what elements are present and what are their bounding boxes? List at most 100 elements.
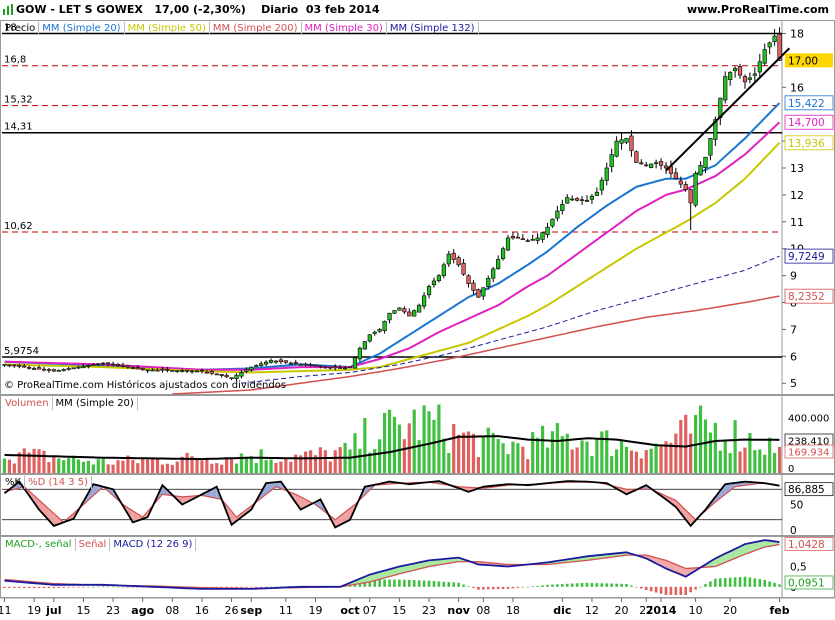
macd-histogram-bar [654, 586, 658, 593]
candle-body [742, 76, 748, 83]
volume-bar [427, 411, 431, 473]
candle-body [130, 367, 135, 369]
legend-entry[interactable]: MM (Simple 200) [210, 22, 302, 35]
candle [555, 205, 560, 222]
candle-body [772, 35, 777, 43]
candle-body [27, 367, 32, 369]
stoch-value-box [784, 482, 834, 497]
legend-entry[interactable]: %K [2, 476, 26, 489]
candle-body [239, 372, 244, 377]
last-value-tag: 13,936 [784, 135, 834, 151]
legend-entry[interactable]: MM (Simple 132) [387, 22, 479, 35]
macd-histogram-bar [773, 582, 776, 587]
volume-bar [254, 463, 258, 473]
volume-bar [71, 455, 76, 473]
candle [170, 370, 175, 372]
volume-bar [654, 443, 658, 473]
candle [515, 232, 520, 239]
candle-body [140, 367, 145, 371]
candle-body [135, 367, 140, 370]
volume-bar [442, 438, 446, 473]
candle-body [328, 366, 333, 369]
last-value-box [784, 135, 834, 151]
x-tick-label: 27 [639, 604, 653, 617]
legend-entry[interactable]: Volumen [2, 397, 53, 410]
macd-histogram-bar [27, 586, 31, 589]
x-tick-label: dic [553, 604, 571, 617]
candle [224, 373, 229, 378]
volume-bar [452, 423, 456, 473]
macd-histogram-bar [768, 581, 771, 587]
volume-bar [432, 419, 436, 473]
candle-body [510, 235, 516, 239]
level-label: 18 [4, 22, 17, 33]
legend-entry[interactable]: Señal [76, 538, 111, 551]
volume-bar [634, 451, 638, 473]
macd-histogram-bar [111, 586, 115, 588]
candle [777, 27, 782, 61]
macd-histogram-bar [422, 580, 426, 587]
volume-bar [91, 464, 95, 473]
candle [338, 364, 343, 369]
x-tick-label: 15 [392, 604, 406, 617]
candle-body [678, 180, 683, 185]
level-label: 10,62 [4, 221, 33, 232]
macd-fill [404, 564, 410, 573]
candle [673, 167, 678, 180]
macd-fill [651, 556, 657, 564]
site-link[interactable]: www.ProRealTime.com [686, 3, 829, 16]
macd-histogram-bar [383, 579, 386, 587]
candle [431, 277, 437, 288]
x-tick-label: oct [340, 604, 359, 617]
candle [180, 368, 185, 373]
macd-fill [759, 540, 765, 549]
macd-fill [680, 566, 686, 577]
candle [125, 365, 130, 369]
volume-bar [269, 459, 273, 473]
candle-body [599, 179, 604, 191]
last-value-box [784, 288, 834, 304]
macd-fill [710, 558, 716, 567]
candle-body [367, 334, 372, 342]
candle-body [589, 195, 595, 200]
candle [22, 363, 27, 368]
x-tick-label: 19 [308, 604, 322, 617]
volume-bar [274, 462, 278, 473]
macd-fill [424, 560, 430, 568]
stoch-fill [364, 485, 370, 495]
legend-entry[interactable]: %D (14 3 5) [25, 476, 93, 489]
candle [550, 218, 555, 228]
macd-histogram-bar [516, 586, 520, 588]
candle-body [491, 268, 496, 279]
x-tick-label: jul [45, 604, 61, 617]
legend-entry[interactable]: MM (Simple 20) [39, 22, 125, 35]
candle-body [194, 370, 200, 373]
legend-entry[interactable]: MM (Simple 50) [125, 22, 210, 35]
candle-body [189, 370, 195, 373]
macd-histogram-bar [649, 586, 653, 592]
candle [155, 368, 160, 372]
macd-histogram-bar [407, 579, 411, 587]
candle [540, 231, 545, 243]
volume-bar [249, 456, 253, 473]
candle-body [357, 347, 363, 360]
candle [412, 309, 417, 317]
legend-entry[interactable]: MACD-, señal [2, 538, 76, 551]
candle-body [535, 237, 540, 241]
legend-entry[interactable]: MACD (12 26 9) [110, 538, 197, 551]
candle [599, 177, 604, 196]
candle-body [461, 262, 466, 275]
volume-bar [723, 440, 727, 473]
macd-histogram-bar [763, 579, 767, 587]
candle-body [283, 360, 288, 363]
candle-body [46, 369, 51, 371]
candle-body [584, 199, 590, 202]
legend-entry[interactable]: Precio [2, 22, 40, 35]
candle [244, 367, 249, 374]
candle-body [259, 363, 264, 366]
candle-body [165, 369, 170, 371]
candle [654, 159, 659, 169]
volume-bar [689, 433, 693, 473]
legend-entry[interactable]: MM (Simple 20) [53, 397, 138, 410]
legend-entry[interactable]: MM (Simple 30) [302, 22, 387, 35]
